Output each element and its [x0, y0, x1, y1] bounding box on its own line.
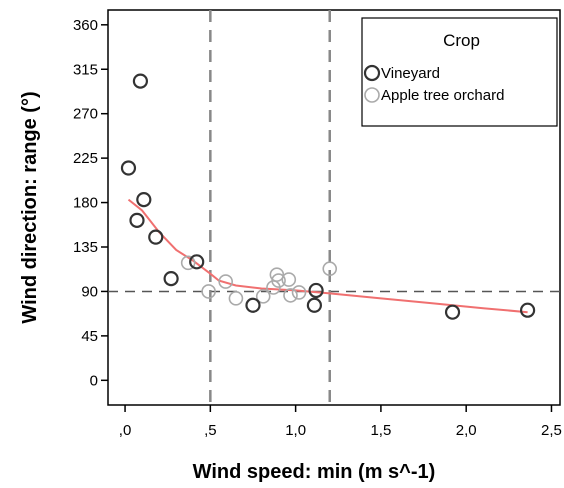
- point-apple-orchard: [228, 291, 244, 306]
- y-tick-label: 225: [73, 150, 98, 167]
- x-tick-label: 2,0: [456, 422, 477, 439]
- point-vineyard: [120, 160, 137, 176]
- legend-title: Crop: [443, 31, 480, 50]
- x-tick-label: ,5: [204, 422, 217, 439]
- plot-area: [107, 9, 561, 406]
- point-vineyard: [306, 297, 322, 313]
- legend-marker: [364, 87, 380, 103]
- y-tick-label: 45: [81, 328, 98, 345]
- y-tick-label: 90: [81, 283, 98, 300]
- point-apple-orchard: [322, 261, 338, 277]
- y-tick-label: 315: [73, 61, 98, 78]
- point-vineyard: [519, 302, 536, 318]
- point-apple-orchard: [255, 289, 271, 304]
- x-tick-label: ,0: [119, 422, 132, 439]
- y-tick-label: 180: [73, 195, 98, 212]
- fit-line: [127, 198, 528, 314]
- legend-box: [361, 17, 558, 127]
- point-vineyard: [136, 192, 152, 208]
- legend-marker: [363, 64, 381, 82]
- point-apple-orchard: [201, 284, 216, 299]
- axes: 0 45 90 135 180 225 270 315 360 ,0 ,5 1,0 1,5 2,0 2,5: [73, 17, 562, 439]
- point-apple-orchard: [218, 274, 233, 289]
- point-apple-orchard: [271, 273, 286, 288]
- point-apple-orchard: [291, 285, 307, 300]
- y-tick-label: 135: [73, 239, 98, 256]
- x-tick-label: 1,5: [370, 422, 391, 439]
- point-vineyard: [148, 229, 164, 245]
- point-apple-orchard: [283, 288, 298, 303]
- point-apple-orchard: [180, 255, 196, 271]
- x-tick-label: 1,0: [285, 422, 306, 439]
- legend-label: Vineyard: [381, 65, 440, 82]
- y-tick-label: 270: [73, 106, 98, 123]
- legend-label: Apple tree orchard: [381, 87, 504, 104]
- y-tick-label: 360: [73, 17, 98, 34]
- point-vineyard: [245, 297, 261, 313]
- x-axis-title: Wind speed: min (m s^-1): [193, 461, 436, 483]
- point-apple-orchard: [269, 267, 285, 282]
- point-vineyard: [308, 282, 324, 299]
- point-vineyard: [129, 212, 145, 228]
- point-vineyard: [444, 304, 461, 320]
- y-tick-label: 0: [90, 372, 98, 389]
- point-vineyard: [189, 254, 205, 270]
- plot-frame: [107, 9, 561, 406]
- point-apple-orchard: [281, 272, 297, 287]
- y-axis-title: Wind direction: range (°): [19, 91, 41, 323]
- point-vineyard: [163, 271, 179, 287]
- point-vineyard: [132, 73, 149, 89]
- x-tick-label: 2,5: [541, 422, 562, 439]
